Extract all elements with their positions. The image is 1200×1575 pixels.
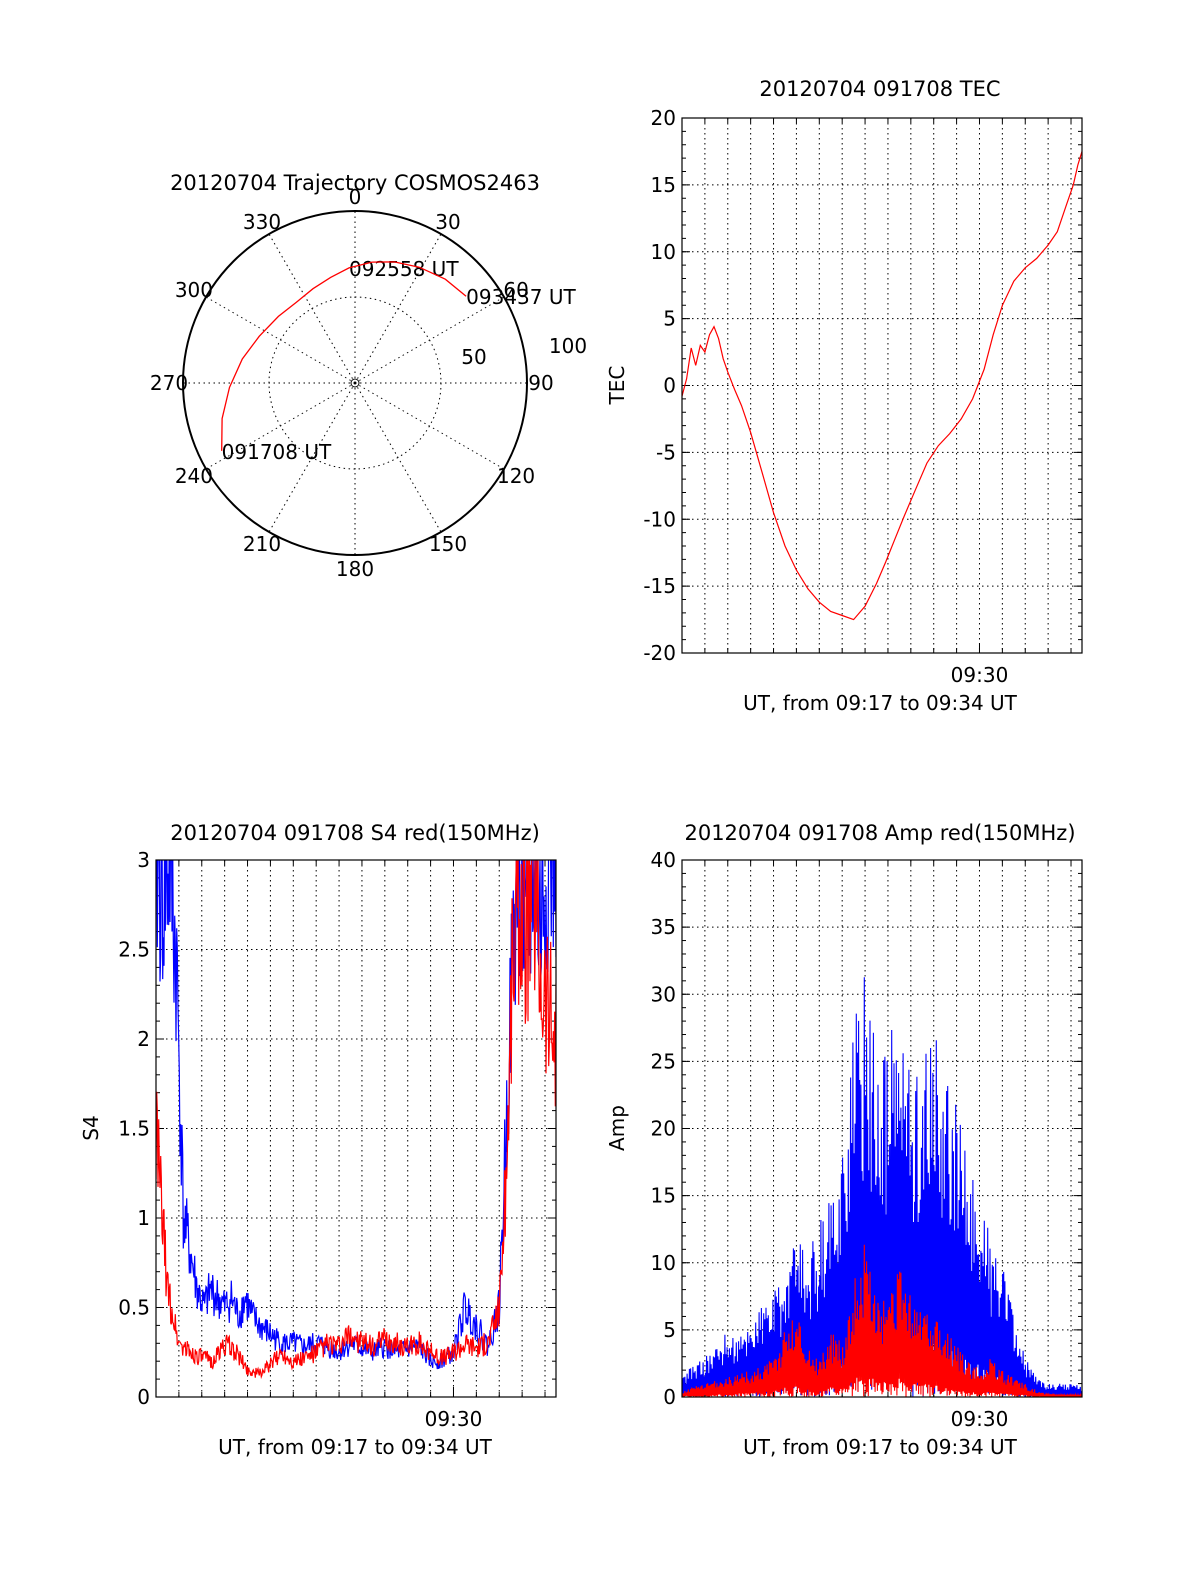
polar-trajectory-plot: 20120704 Trajectory COSMOS2463 0 30 60 90 12… <box>150 171 587 581</box>
polar-spoke <box>354 296 505 384</box>
tec-xlabel: UT, from 09:17 to 09:34 UT <box>743 691 1018 715</box>
polar-angle-label: 180 <box>336 557 374 581</box>
y-tick-label: 30 <box>651 982 676 1006</box>
y-tick-label: 15 <box>651 1184 676 1208</box>
polar-spoke <box>205 296 356 384</box>
y-tick-label: 35 <box>651 915 676 939</box>
y-tick-label: 10 <box>651 1251 676 1275</box>
y-tick-label: 5 <box>663 1318 676 1342</box>
y-tick-label: 2 <box>137 1027 150 1051</box>
plot-frame <box>681 859 1083 1398</box>
polar-center <box>350 378 360 388</box>
polar-angle-label: 300 <box>175 278 213 302</box>
y-tick-label: 3 <box>137 848 150 872</box>
polar-angle-label: 30 <box>435 210 460 234</box>
tec-title: 20120704 091708 TEC <box>759 77 1000 101</box>
s4-xlabel: UT, from 09:17 to 09:34 UT <box>218 1435 493 1459</box>
polar-radius-label: 50 <box>461 345 486 369</box>
polar-angle-label: 330 <box>243 210 281 234</box>
y-tick-label: 1 <box>137 1206 150 1230</box>
amp-xlabel: UT, from 09:17 to 09:34 UT <box>743 1435 1018 1459</box>
x-tick-label: 09:30 <box>951 1407 1009 1431</box>
polar-outer-circle <box>182 210 528 556</box>
polar-spoke <box>268 233 356 384</box>
y-tick-label: 0 <box>663 374 676 398</box>
y-tick-label: 1.5 <box>118 1117 150 1141</box>
polar-spoke <box>205 382 356 470</box>
series-group <box>682 977 1082 1397</box>
y-tick-label: 40 <box>651 848 676 872</box>
s4-title: 20120704 091708 S4 red(150MHz) <box>170 821 540 845</box>
plot-frame <box>155 859 557 1398</box>
tec-plot: 20120704 091708 TEC UT, from 09:17 to 09… <box>605 77 1083 715</box>
polar-angle-label: 150 <box>429 532 467 556</box>
polar-angle-label: 0 <box>349 185 362 209</box>
series-line-red <box>682 151 1082 621</box>
y-tick-label: 20 <box>651 1117 676 1141</box>
s4-plot: 20120704 091708 S4 red(150MHz) UT, from … <box>79 821 557 1459</box>
y-tick-label: 20 <box>651 106 676 130</box>
y-tick-label: 15 <box>651 173 676 197</box>
x-tick-label: 09:30 <box>951 663 1009 687</box>
y-tick-label: 0.5 <box>118 1296 150 1320</box>
amp-plot: 20120704 091708 Amp red(150MHz) UT, from… <box>605 821 1083 1459</box>
trajectory-time-label: 093437 UT <box>466 285 576 309</box>
y-tick-label: 0 <box>137 1385 150 1409</box>
polar-spoke <box>354 382 442 533</box>
y-tick-label: 25 <box>651 1049 676 1073</box>
trajectory-time-label: 091708 UT <box>222 440 332 464</box>
polar-radius-label: 100 <box>549 334 587 358</box>
trajectory-line <box>221 261 467 451</box>
polar-spoke <box>268 382 356 533</box>
y-tick-label: 2.5 <box>118 938 150 962</box>
y-tick-label: 5 <box>663 307 676 331</box>
tec-ylabel: TEC <box>605 366 629 406</box>
series-line-red <box>156 860 556 1380</box>
series-trace-red <box>682 1244 1082 1397</box>
polar-angle-label: 240 <box>175 464 213 488</box>
s4-ylabel: S4 <box>79 1115 103 1140</box>
series-group <box>156 860 556 1380</box>
y-tick-label: 0 <box>663 1385 676 1409</box>
plot-frame <box>681 117 1083 654</box>
series-group <box>682 151 1082 621</box>
y-tick-label: -10 <box>643 507 676 531</box>
y-tick-label: -20 <box>643 641 676 665</box>
polar-angle-label: 270 <box>150 371 188 395</box>
polar-angle-label: 60 <box>503 278 528 302</box>
polar-angle-label: 120 <box>497 464 535 488</box>
y-tick-label: -15 <box>643 574 676 598</box>
amp-ylabel: Amp <box>605 1105 629 1151</box>
y-tick-label: -5 <box>656 440 676 464</box>
x-tick-label: 09:30 <box>425 1407 483 1431</box>
polar-spoke <box>354 233 442 384</box>
polar-title: 20120704 Trajectory COSMOS2463 <box>170 171 540 195</box>
polar-spoke <box>354 382 505 470</box>
polar-angle-label: 90 <box>528 371 553 395</box>
polar-angle-label: 210 <box>243 532 281 556</box>
amp-title: 20120704 091708 Amp red(150MHz) <box>684 821 1075 845</box>
y-tick-label: 10 <box>651 240 676 264</box>
